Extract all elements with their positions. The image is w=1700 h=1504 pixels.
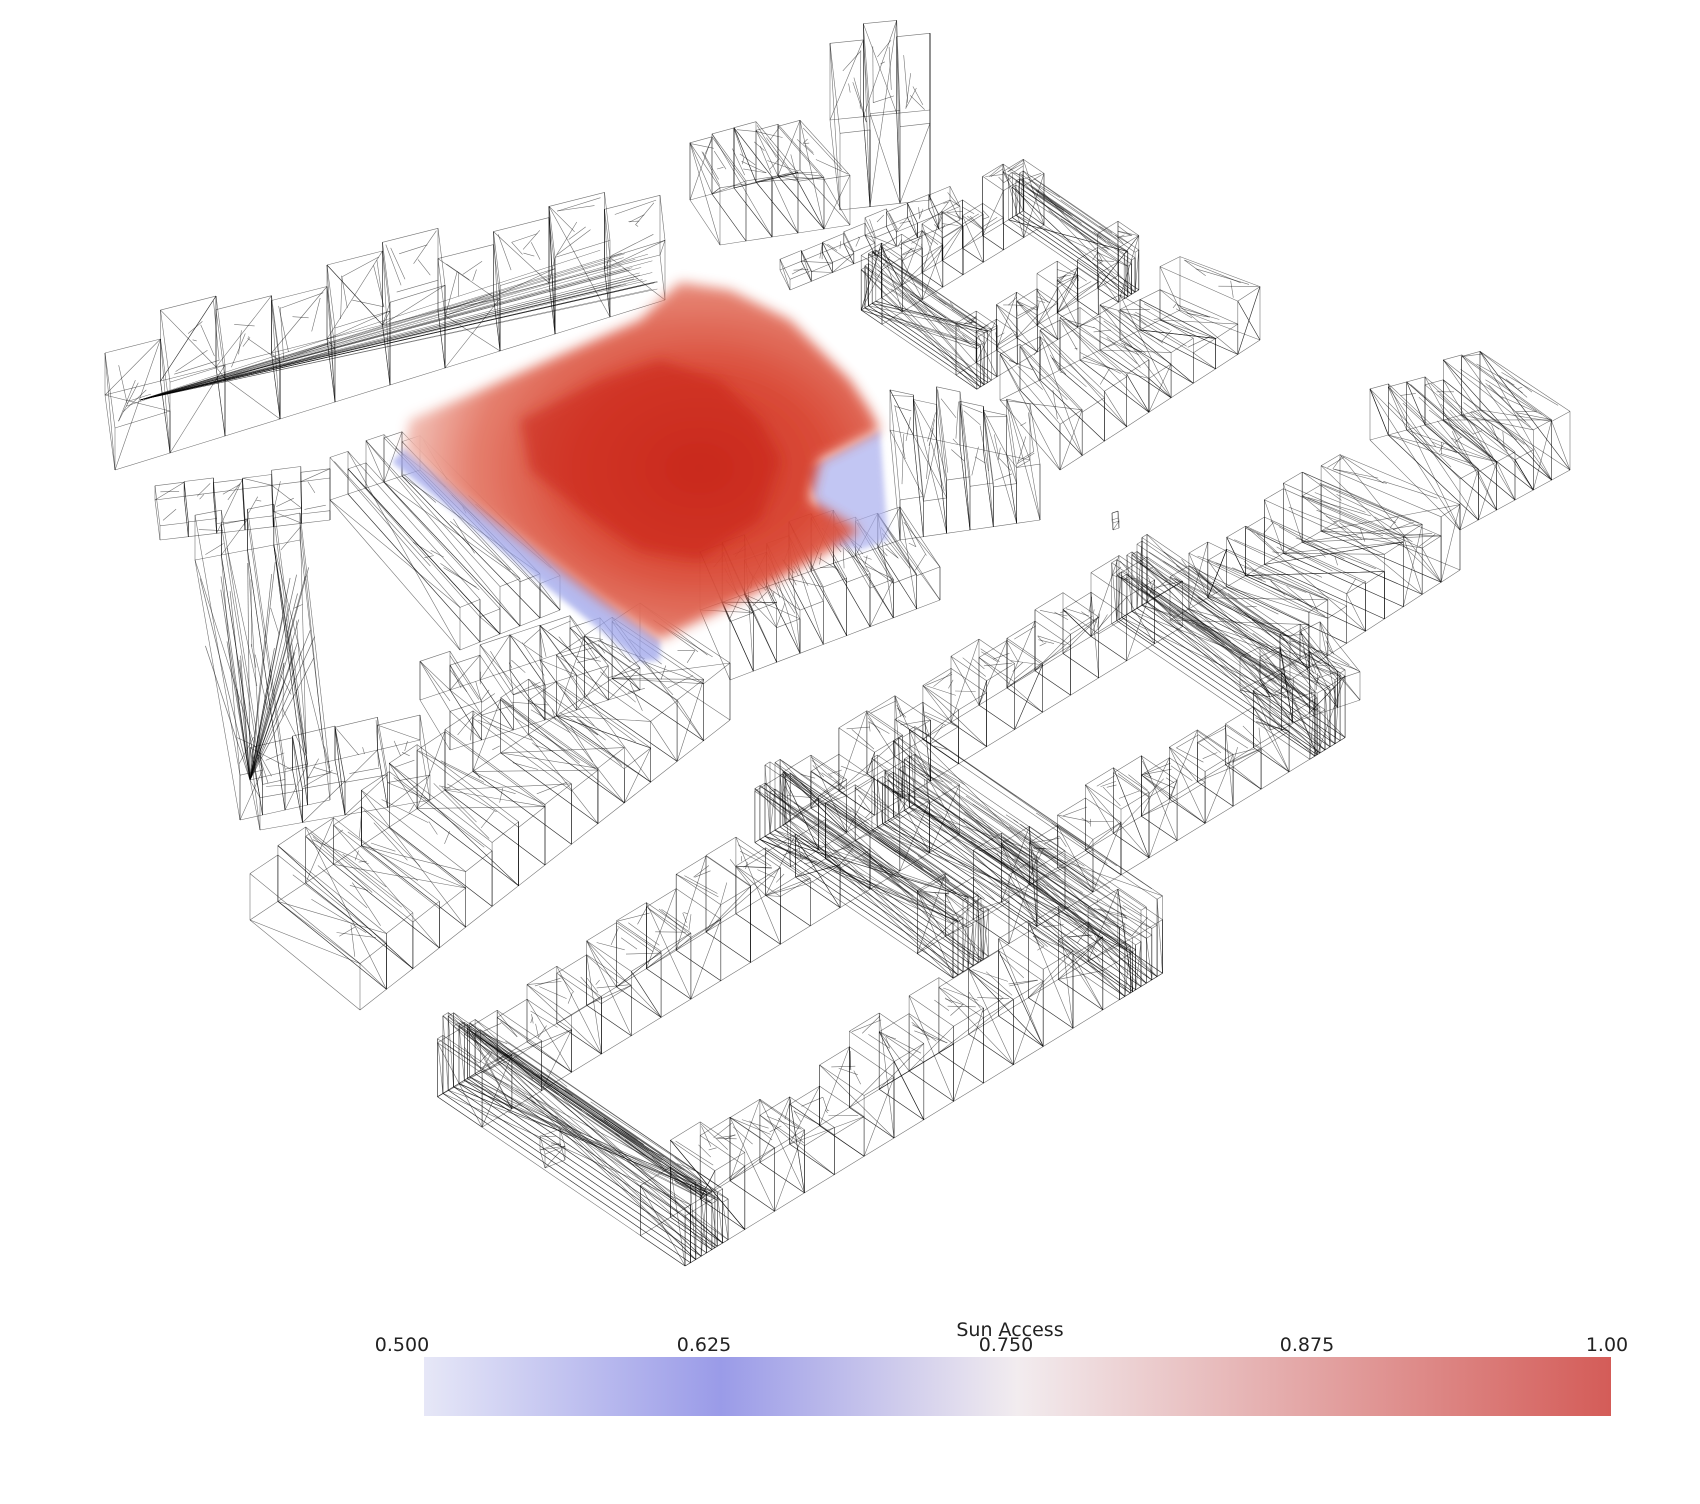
heatmap-shadow-edge xyxy=(392,448,660,662)
building-wireframes xyxy=(104,20,1571,1267)
heatmap-core xyxy=(520,360,780,560)
sun-access-heatmap-building xyxy=(392,282,888,662)
